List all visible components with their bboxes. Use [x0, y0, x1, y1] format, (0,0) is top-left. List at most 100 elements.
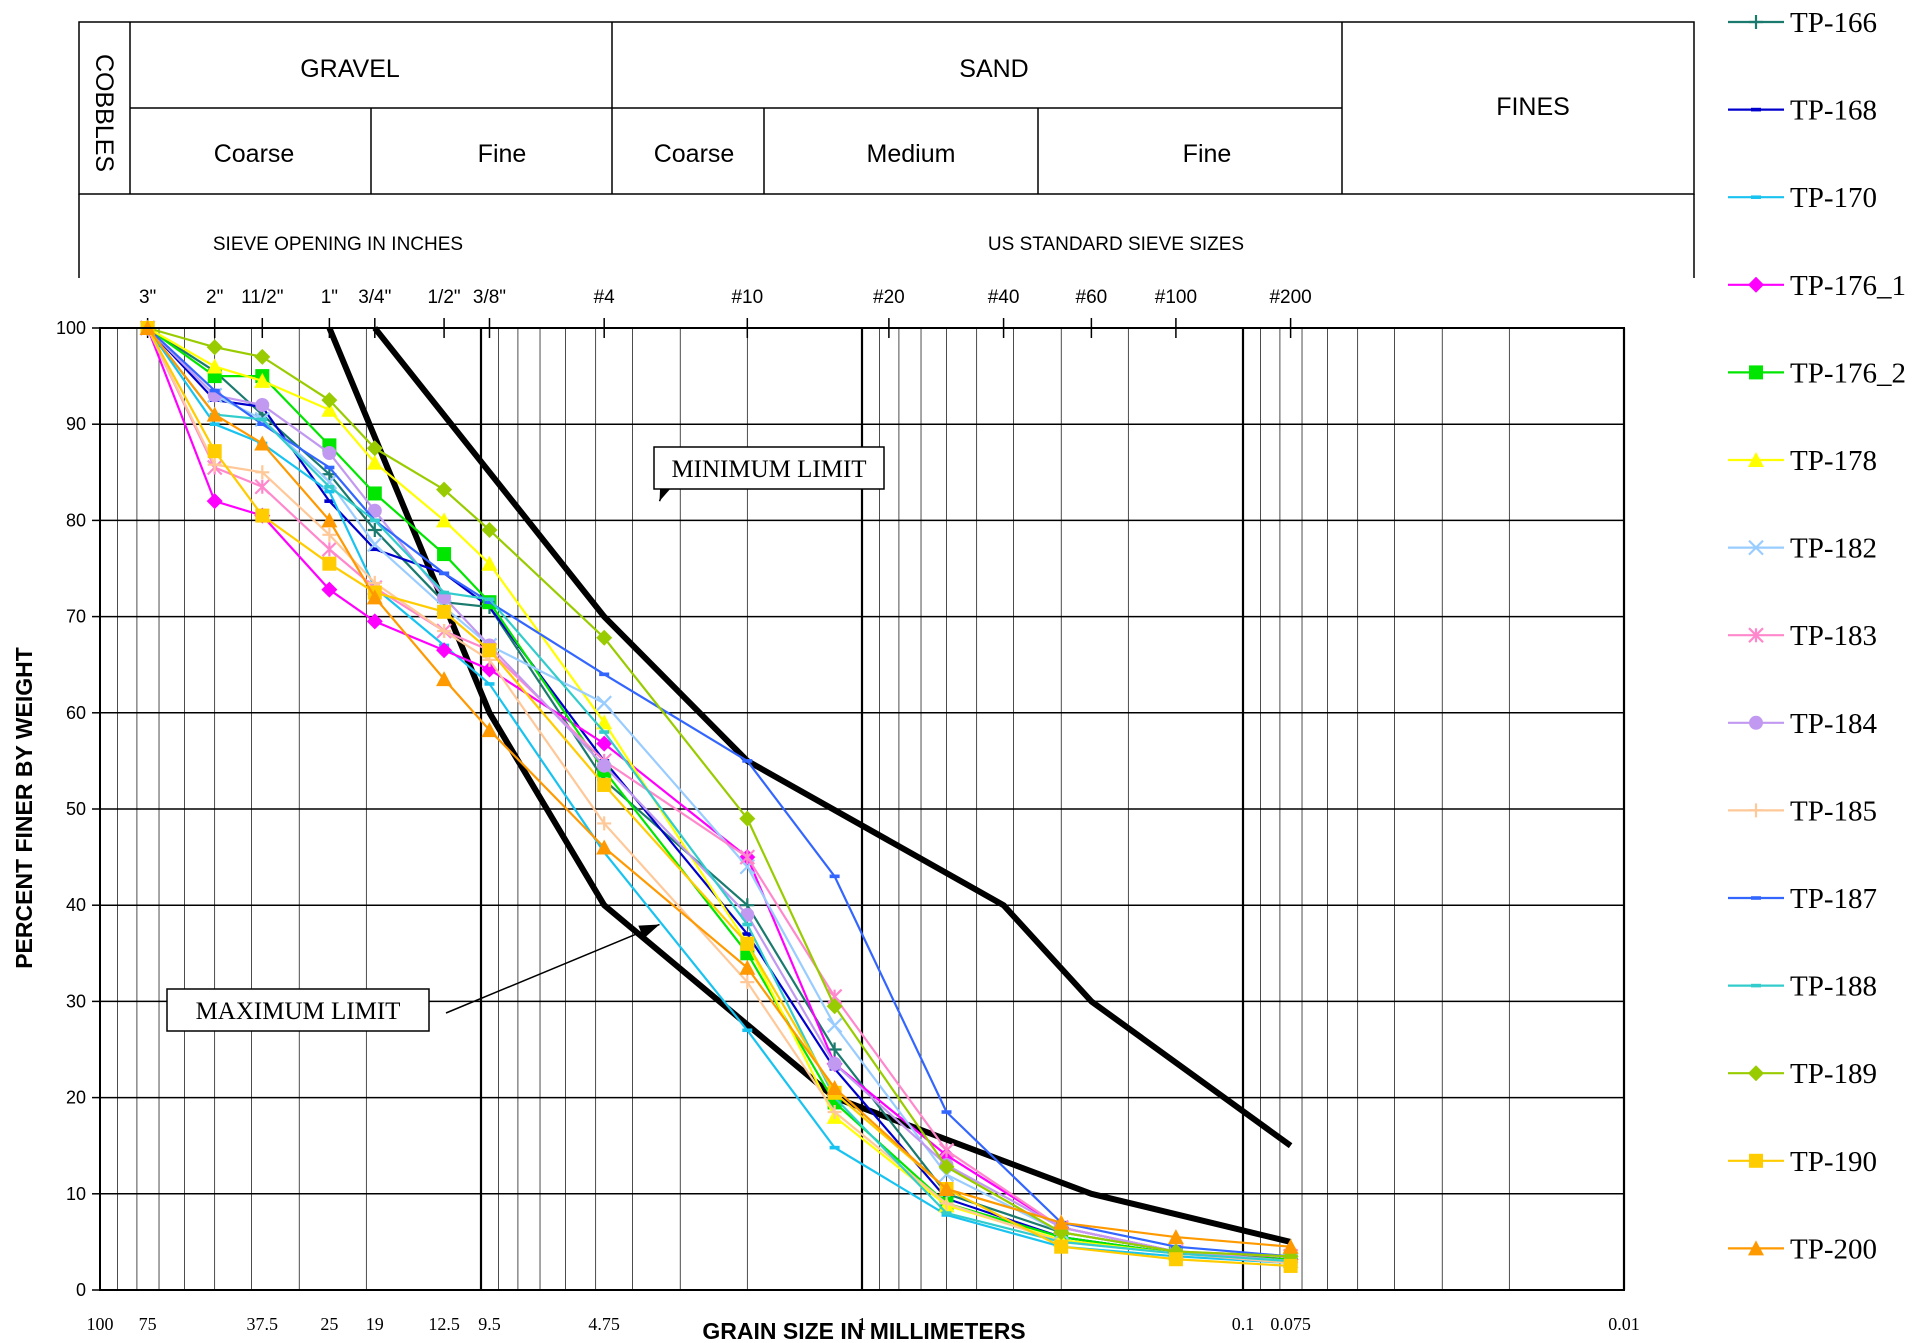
- data-point: [597, 777, 612, 792]
- annotations: MINIMUM LIMIT MAXIMUM LIMIT: [166, 446, 885, 1032]
- data-point: [941, 1211, 952, 1215]
- data-point: [436, 481, 453, 498]
- series-line: [147, 327, 1291, 1263]
- data-point: [324, 499, 335, 503]
- data-point: [436, 671, 453, 687]
- data-point: [1054, 1239, 1069, 1254]
- data-point: [324, 465, 335, 470]
- data-point: [739, 959, 756, 975]
- data-point: [439, 590, 450, 595]
- x-tick-label: 1: [858, 1314, 867, 1334]
- fines-label: FINES: [1496, 93, 1570, 121]
- data-point: [1748, 1240, 1764, 1256]
- data-point: [321, 581, 338, 598]
- sieve-tick-label: #20: [873, 287, 905, 308]
- data-point: [367, 536, 383, 553]
- data-point: [209, 388, 220, 393]
- legend-item-tp-182: TP-182: [1728, 533, 1877, 565]
- axes: 0 10 20 30 40 50 60 70 80 90 100 100 75 37.5 25 19 12.5 9…: [56, 318, 1640, 1334]
- y-tick-label: 100: [56, 318, 86, 338]
- sieve-tick-label: #60: [1076, 287, 1108, 308]
- data-point: [739, 849, 756, 865]
- series-line: [147, 326, 1291, 1258]
- min-limit-box: [653, 446, 885, 490]
- gravel-label: GRAVEL: [300, 55, 400, 83]
- data-point: [938, 1180, 955, 1196]
- x-tick-label: 75: [139, 1314, 157, 1334]
- data-point: [742, 932, 753, 936]
- legend-item-tp-183: TP-183: [1728, 620, 1877, 652]
- x-tick-label: 0.01: [1608, 1314, 1640, 1334]
- data-point: [254, 372, 271, 388]
- data-point: [596, 839, 613, 855]
- legend-item-tp-166: TP-166: [1728, 7, 1877, 39]
- data-point: [1283, 1258, 1298, 1273]
- legend-item-tp-178: TP-178: [1728, 445, 1877, 477]
- data-point: [939, 1196, 954, 1211]
- x-tick-label: 9.5: [478, 1314, 501, 1334]
- y-tick-label: 30: [66, 991, 86, 1011]
- x-tick-label: 25: [320, 1314, 338, 1334]
- data-point: [481, 522, 498, 539]
- data-point: [321, 401, 338, 417]
- sieve-opening-label: SIEVE OPENING IN INCHES: [213, 234, 463, 255]
- data-point: [439, 571, 450, 576]
- y-tick-label: 20: [66, 1088, 86, 1108]
- y-axis-label: PERCENT FINER BY WEIGHT: [11, 647, 37, 969]
- legend-item-tp-176_2: TP-176_2: [1728, 357, 1906, 389]
- sieve-tick-label: #10: [731, 287, 763, 308]
- data-point: [597, 758, 612, 773]
- legend-label: TP-188: [1790, 971, 1877, 1003]
- data-point: [207, 457, 222, 472]
- data-point: [597, 816, 612, 831]
- sand-medium-label: Medium: [867, 140, 956, 168]
- y-tick-label: 0: [76, 1280, 86, 1300]
- y-tick-label: 10: [66, 1184, 86, 1204]
- data-point: [1167, 1229, 1184, 1245]
- legend-item-tp-187: TP-187: [1728, 883, 1877, 915]
- data-point: [596, 629, 613, 646]
- legend-label: TP-168: [1790, 95, 1877, 127]
- y-tick-label: 40: [66, 895, 86, 915]
- legend-item-tp-176_1: TP-176_1: [1728, 270, 1906, 302]
- sand-coarse-label: Coarse: [654, 140, 735, 168]
- sieve-tick-label: 1/2": [427, 287, 460, 308]
- data-point: [742, 759, 753, 763]
- max-limit-arrowhead: [638, 924, 660, 939]
- legend-item-tp-189: TP-189: [1728, 1058, 1877, 1090]
- us-sieve-label: US STANDARD SIEVE SIZES: [988, 234, 1244, 255]
- data-point: [740, 975, 755, 990]
- data-point: [257, 422, 268, 426]
- legend-label: TP-185: [1790, 795, 1877, 827]
- sand-label: SAND: [959, 55, 1028, 83]
- data-point: [599, 672, 610, 677]
- legend-label: TP-176_2: [1790, 357, 1906, 389]
- legend-label: TP-189: [1790, 1058, 1877, 1090]
- series-line: [146, 327, 1291, 1265]
- x-tick-label: 0.1: [1232, 1314, 1255, 1334]
- legend-item-tp-168: TP-168: [1728, 95, 1877, 127]
- data-point: [596, 714, 613, 730]
- data-point: [941, 1110, 952, 1114]
- sieve-tick-label: 11/2": [241, 287, 283, 308]
- data-point: [366, 440, 383, 457]
- y-tick-label: 70: [66, 607, 86, 627]
- data-point: [366, 454, 383, 470]
- y-tick-label: 50: [66, 799, 86, 819]
- legend-item-tp-184: TP-184: [1728, 708, 1878, 740]
- x-tick-label: 37.5: [247, 1314, 279, 1334]
- sieve-tick-label: 3/4": [358, 287, 391, 308]
- sand-fine-label: Fine: [1183, 140, 1232, 168]
- y-tick-label: 80: [66, 510, 86, 530]
- data-point: [437, 624, 452, 639]
- data-point: [436, 512, 453, 528]
- data-point: [369, 518, 380, 523]
- classification-table: [78, 21, 1695, 278]
- series-line: [146, 327, 1291, 1265]
- data-point: [255, 465, 270, 480]
- data-point: [829, 1145, 840, 1150]
- data-point: [1751, 195, 1761, 199]
- data-point: [1053, 1214, 1070, 1230]
- min-limit-label: MINIMUM LIMIT: [671, 456, 866, 483]
